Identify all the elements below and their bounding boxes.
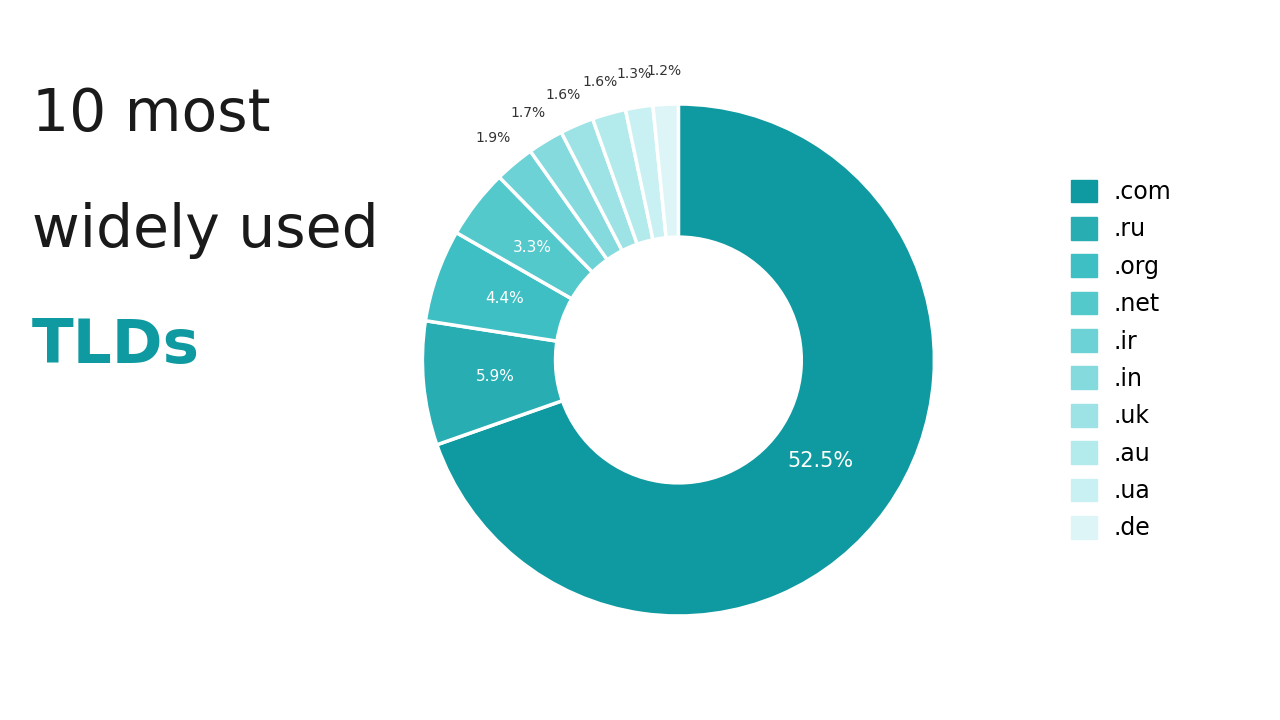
Wedge shape bbox=[626, 105, 666, 240]
Text: 10 most: 10 most bbox=[32, 86, 270, 143]
Wedge shape bbox=[499, 151, 607, 272]
Wedge shape bbox=[457, 177, 593, 299]
Text: 1.7%: 1.7% bbox=[511, 106, 545, 120]
Wedge shape bbox=[593, 109, 653, 244]
Text: 3.3%: 3.3% bbox=[513, 240, 552, 255]
Wedge shape bbox=[653, 104, 678, 238]
Text: 52.5%: 52.5% bbox=[787, 451, 854, 471]
Wedge shape bbox=[422, 320, 562, 445]
Text: 4.4%: 4.4% bbox=[485, 292, 524, 307]
Text: widely used: widely used bbox=[32, 202, 379, 258]
Text: 1.3%: 1.3% bbox=[617, 67, 652, 81]
Text: 1.6%: 1.6% bbox=[582, 75, 617, 89]
Text: 1.9%: 1.9% bbox=[475, 131, 511, 145]
Text: 5.9%: 5.9% bbox=[475, 369, 515, 384]
Wedge shape bbox=[562, 119, 637, 251]
Wedge shape bbox=[530, 132, 622, 260]
Text: 1.6%: 1.6% bbox=[545, 88, 581, 102]
Wedge shape bbox=[425, 233, 572, 341]
Legend: .com, .ru, .org, .net, .ir, .in, .uk, .au, .ua, .de: .com, .ru, .org, .net, .ir, .in, .uk, .a… bbox=[1061, 171, 1180, 549]
Wedge shape bbox=[436, 104, 934, 616]
Text: 1.2%: 1.2% bbox=[646, 64, 681, 78]
Text: TLDs: TLDs bbox=[32, 317, 200, 376]
